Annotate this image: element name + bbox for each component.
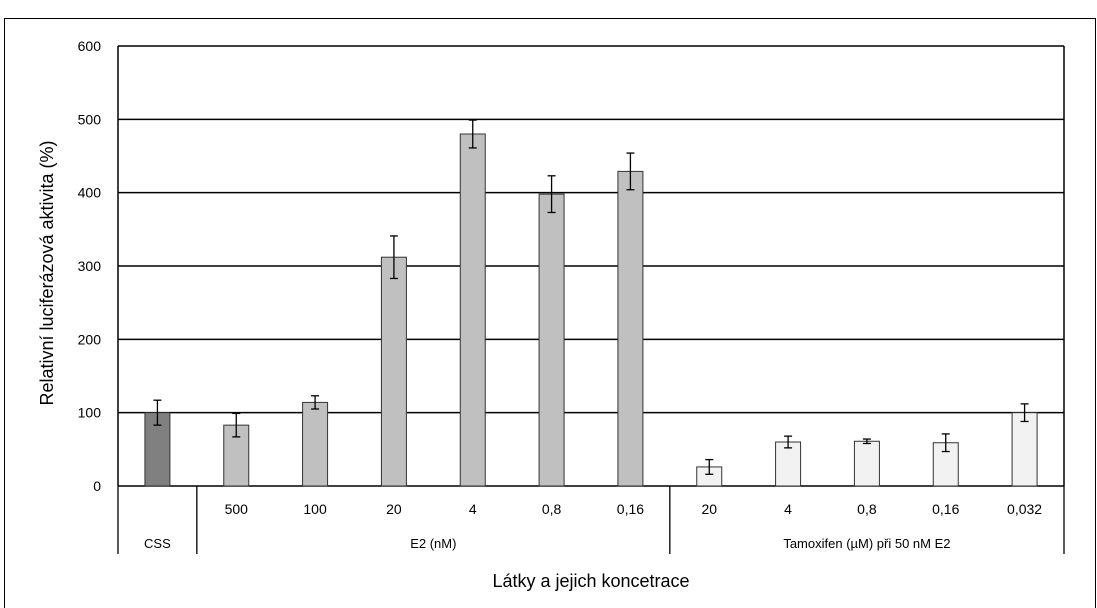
bar <box>775 441 802 487</box>
x-axis-title: Látky a jejich koncetrace <box>492 571 689 591</box>
x-tick-label: 0,16 <box>617 501 644 517</box>
chart-frame <box>4 18 1096 608</box>
group-label: E2 (nM) <box>410 536 456 551</box>
error-bars <box>153 119 1029 475</box>
error-bar <box>1020 403 1029 423</box>
error-bar <box>784 435 793 449</box>
gridlines <box>117 45 1065 487</box>
group-axis: CSS E2 (nM) Tamoxifen (µM) při 50 nM E2 <box>117 486 1065 554</box>
group-label: Tamoxifen (µM) při 50 nM E2 <box>783 536 950 551</box>
bars <box>144 133 1038 487</box>
error-bar <box>547 175 556 214</box>
x-tick-label: 500 <box>225 501 249 517</box>
bar <box>459 133 486 487</box>
y-tick-label: 500 <box>78 111 102 127</box>
x-tick-label: 0,8 <box>542 501 562 517</box>
x-tick-label: 0,16 <box>932 501 959 517</box>
bar <box>538 193 565 487</box>
x-tick-label: 0,032 <box>1007 501 1042 517</box>
error-bar <box>232 412 241 438</box>
y-tick-label: 300 <box>78 258 102 274</box>
group-label: CSS <box>144 536 171 551</box>
bar <box>1011 412 1038 487</box>
x-tick-label: 100 <box>303 501 327 517</box>
y-tick-label: 100 <box>78 405 102 421</box>
y-tick-label: 0 <box>93 478 101 494</box>
y-tick-label: 200 <box>78 331 102 347</box>
x-tick-label: 0,8 <box>857 501 877 517</box>
error-bar <box>941 433 950 453</box>
bar <box>617 170 644 487</box>
error-bar <box>626 152 635 191</box>
bar <box>302 401 329 487</box>
y-tick-labels: 0 100 200 300 400 500 600 <box>78 38 102 494</box>
error-bar <box>468 119 477 149</box>
y-tick-label: 400 <box>78 185 102 201</box>
error-bar <box>311 395 320 410</box>
error-bar <box>153 399 162 426</box>
error-bar <box>389 235 398 280</box>
error-bar <box>862 438 871 445</box>
y-axis-title: Relativní luciferázová aktivita (%) <box>37 140 57 405</box>
x-tick-label: 4 <box>784 501 792 517</box>
error-bar <box>705 458 714 475</box>
x-tick-labels: 500 100 20 4 0,8 0,16 20 4 0,8 0,16 0,032 <box>225 501 1043 517</box>
x-tick-label: 4 <box>469 501 477 517</box>
x-tick-label: 20 <box>386 501 402 517</box>
bar <box>380 256 407 487</box>
x-tick-label: 20 <box>701 501 717 517</box>
bar <box>853 440 880 487</box>
y-tick-label: 600 <box>78 38 102 54</box>
